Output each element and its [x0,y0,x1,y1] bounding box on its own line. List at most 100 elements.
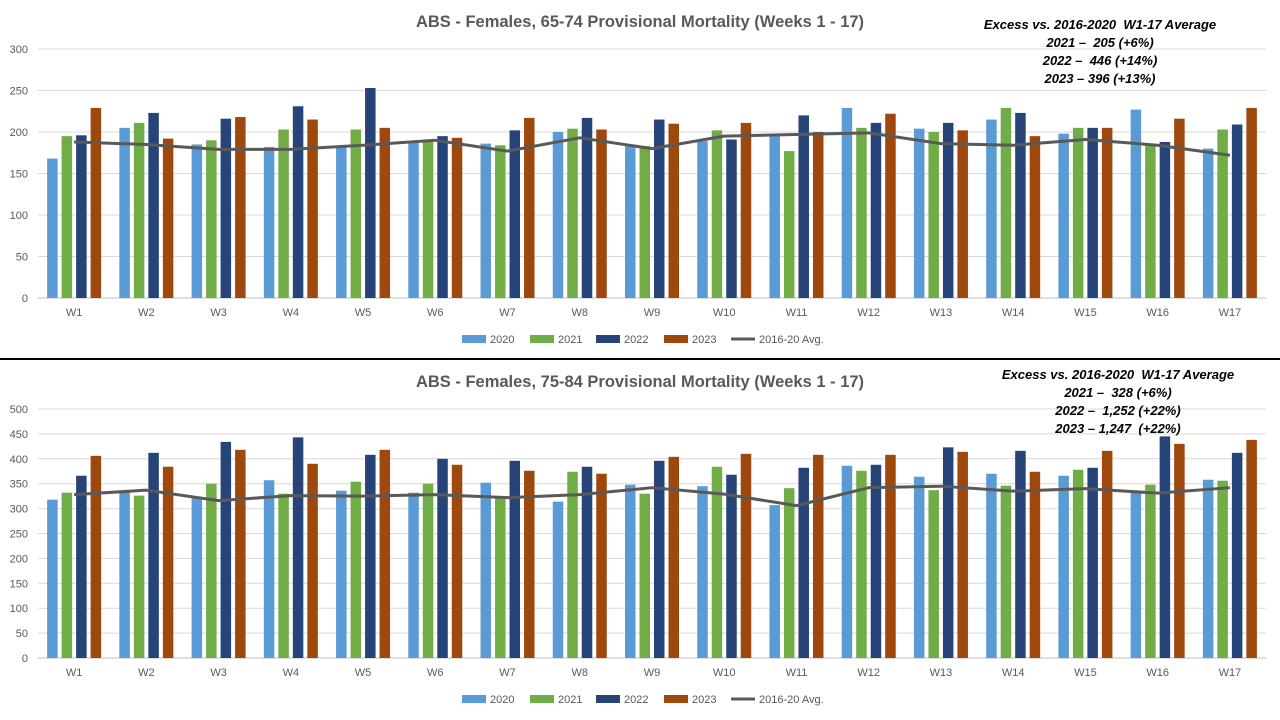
bar-2021 [1145,484,1156,658]
bar-2022 [437,458,448,658]
bar-2022 [1231,452,1243,658]
bar-2023 [524,470,535,658]
y-tick-label: 200 [10,127,28,139]
y-tick-label: 150 [10,169,28,181]
bar-2023 [162,466,174,658]
bar-2022 [437,136,448,298]
x-tick-label: W6 [427,667,444,679]
bar-2023 [668,123,679,298]
bar-2023 [1029,471,1041,658]
legend-swatch-2023 [664,695,688,703]
bar-2022 [220,441,232,658]
x-tick-label: W7 [499,307,516,319]
bar-2021 [422,483,434,658]
x-tick-label: W17 [1219,307,1242,319]
bar-2023 [1029,136,1041,298]
x-tick-label: W5 [355,667,372,679]
x-tick-label: W14 [1002,307,1025,319]
avg-line [74,131,1231,157]
chart-svg-65-74: ABS - Females, 65-74 Provisional Mortali… [10,13,1266,346]
y-tick-label: 300 [10,44,28,56]
bar-2020 [1058,475,1069,658]
x-tick-label: W1 [66,667,83,679]
bar-2021 [783,488,795,658]
bar-2020 [841,465,853,658]
bar-2020 [1202,148,1214,298]
bar-2020 [47,158,58,298]
y-tick-label: 50 [16,252,28,264]
bar-2021 [1072,127,1084,298]
bar-2020 [408,142,419,298]
bar-2020 [986,119,997,298]
bar-2021 [495,496,506,658]
bar-2020 [480,143,492,298]
bar-2021 [567,471,578,658]
bar-2022 [1159,141,1171,298]
bar-2022 [148,452,159,658]
bar-2023 [812,454,824,658]
bar-2023 [740,453,752,658]
bar-2022 [798,115,809,299]
bar-2021 [278,129,289,298]
bar-2023 [451,137,463,298]
bar-2022 [1087,467,1098,658]
bar-2022 [1087,127,1098,298]
x-tick-label: W15 [1074,667,1097,679]
annotation-heading: Excess vs. 2016-2020 W1-17 Average [1001,367,1235,382]
bar-2020 [336,490,347,658]
annotation-line-2023: 2023 – 396 (+13%) [1044,71,1156,86]
bar-2021 [206,483,217,658]
y-tick-label: 100 [10,210,28,222]
bar-2022 [148,112,159,298]
bar-2021 [495,145,506,298]
bar-2022 [581,466,593,658]
y-tick-label: 50 [16,628,28,640]
bar-2022 [76,135,87,298]
x-tick-label: W14 [1002,667,1025,679]
x-tick-label: W9 [644,667,661,679]
bar-2021 [928,490,939,658]
excess-annotation-75-84: Excess vs. 2016-2020 W1-17 Average 2021 … [998,366,1238,438]
bar-2020 [552,132,564,298]
x-tick-label: W1 [66,307,83,319]
chart-panel-65-74: ABS - Females, 65-74 Provisional Mortali… [0,13,1280,360]
bar-2021 [1000,107,1012,299]
bar-2020 [913,128,925,298]
bar-2021 [856,470,867,658]
bar-2023 [1174,118,1185,298]
excess-annotation-65-74: Excess vs. 2016-2020 W1-17 Average 2021 … [980,16,1220,88]
bar-2023 [668,456,679,658]
legend-label: 2020 [490,334,514,346]
bar-2023 [885,454,896,658]
x-tick-label: W11 [786,667,808,679]
bar-2023 [379,449,391,658]
bar-2020 [263,146,275,298]
bar-2023 [957,451,968,658]
y-tick-label: 400 [10,454,28,466]
y-tick-label: 100 [10,603,28,615]
legend-label: 2016-20 Avg. [759,694,824,706]
x-tick-label: W7 [499,667,516,679]
bar-2020 [986,473,997,658]
bar-2023 [1174,443,1185,658]
legend-swatch-2020 [462,335,486,343]
y-tick-label: 0 [22,293,28,305]
legend-label: 2016-20 Avg. [759,334,824,346]
legend-label: 2023 [692,334,716,346]
annotation-heading: Excess vs. 2016-2020 W1-17 Average [983,17,1217,32]
x-tick-label: W4 [283,307,300,319]
legend-swatch-2020 [462,695,486,703]
annotation-line-2022: 2022 – 1,252 (+22%) [1055,403,1181,418]
legend-label: 2021 [558,694,582,706]
x-tick-label: W12 [857,667,880,679]
bar-2020 [119,492,130,658]
bar-2021 [1145,144,1156,298]
bar-2022 [292,106,304,299]
bar-2022 [654,119,665,298]
bar-2022 [1015,112,1026,298]
y-tick-label: 300 [10,504,28,516]
chart-svg-75-84: ABS - Females, 75-84 Provisional Mortali… [10,373,1266,706]
legend-label: 2021 [558,334,582,346]
x-tick-label: W3 [210,667,227,679]
x-tick-label: W4 [283,667,300,679]
